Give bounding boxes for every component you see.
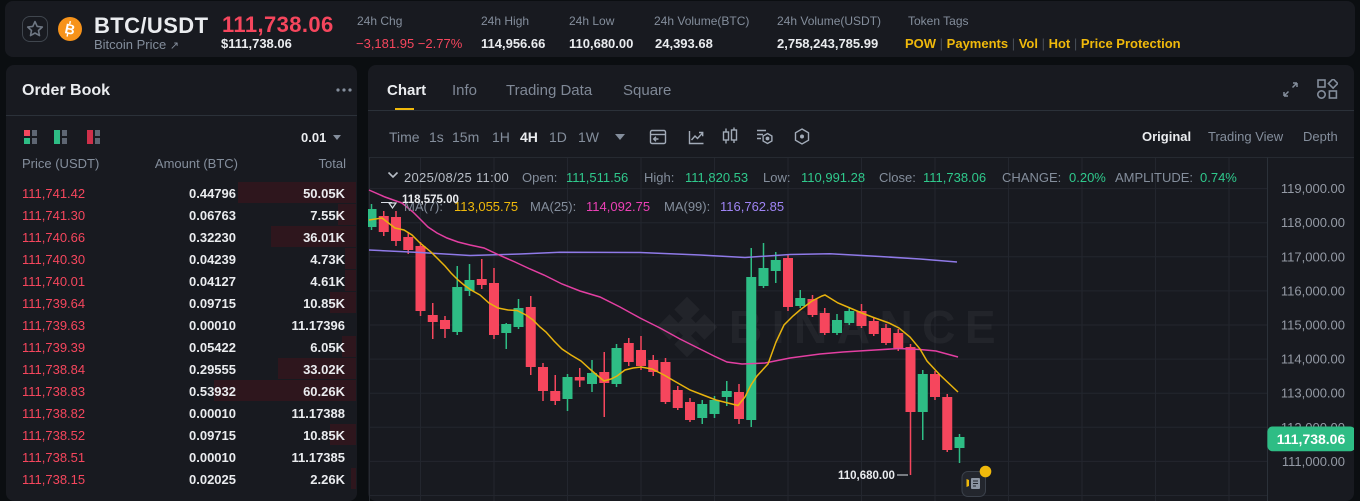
svg-text:114,000.00: 114,000.00 [1281, 352, 1345, 367]
svg-text:118,000.00: 118,000.00 [1281, 215, 1345, 230]
svg-text:119,000.00: 119,000.00 [1281, 181, 1345, 196]
svg-text:115,000.00: 115,000.00 [1281, 318, 1345, 333]
svg-text:BINANCE: BINANCE [729, 301, 1005, 353]
svg-text:116,000.00: 116,000.00 [1281, 283, 1345, 298]
svg-text:117,000.00: 117,000.00 [1281, 249, 1345, 264]
svg-text:110,680.00: 110,680.00 [838, 470, 895, 482]
svg-text:111,000.00: 111,000.00 [1282, 454, 1345, 469]
svg-text:B: B [63, 20, 76, 38]
svg-text:113,000.00: 113,000.00 [1281, 386, 1345, 401]
svg-text:111,738.06: 111,738.06 [1277, 431, 1346, 447]
